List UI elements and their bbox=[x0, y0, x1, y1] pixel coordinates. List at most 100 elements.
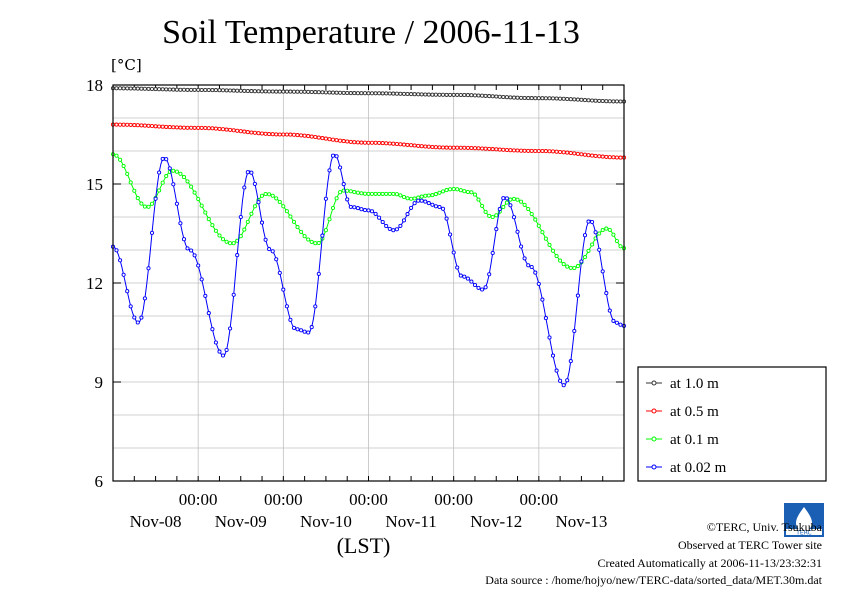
series-point bbox=[231, 128, 236, 133]
series-point bbox=[540, 148, 545, 154]
series-point bbox=[550, 353, 556, 358]
series-point bbox=[600, 269, 605, 274]
series-point bbox=[338, 90, 343, 95]
series-point bbox=[519, 148, 524, 153]
series-point bbox=[224, 127, 229, 132]
series-point bbox=[171, 182, 176, 187]
series-point bbox=[405, 196, 410, 201]
series-point bbox=[348, 91, 353, 96]
series-point bbox=[377, 140, 382, 145]
series-point bbox=[242, 88, 247, 93]
series-point bbox=[426, 144, 431, 149]
series-point bbox=[614, 238, 619, 244]
series-point bbox=[550, 248, 556, 253]
series-point bbox=[483, 209, 488, 214]
y-axis-unit-label: [°C] bbox=[111, 56, 142, 74]
series-point bbox=[369, 191, 375, 196]
series-point bbox=[302, 329, 307, 334]
series-point bbox=[157, 124, 162, 129]
legend-marker bbox=[651, 408, 657, 414]
series-point bbox=[309, 239, 314, 244]
series-point bbox=[355, 91, 360, 96]
series-point bbox=[171, 125, 176, 130]
series-point bbox=[189, 125, 194, 130]
series-point bbox=[153, 196, 158, 201]
series-point bbox=[291, 219, 297, 224]
series-point bbox=[118, 258, 123, 263]
source-text: Data source : /home/hojyo/new/TERC-data/… bbox=[485, 573, 822, 587]
series-point bbox=[132, 315, 137, 320]
series-point bbox=[291, 89, 297, 94]
series-point bbox=[444, 216, 449, 221]
series-point bbox=[348, 204, 353, 209]
series-point bbox=[316, 271, 321, 276]
series-point bbox=[267, 247, 272, 252]
series-point bbox=[533, 96, 538, 101]
series-point bbox=[490, 214, 495, 220]
series-point bbox=[515, 95, 520, 100]
series-point bbox=[309, 134, 314, 139]
series-point bbox=[206, 126, 211, 131]
series-point bbox=[508, 95, 513, 100]
series-point bbox=[433, 92, 438, 97]
y-tick-label: 12 bbox=[86, 274, 103, 293]
series-point bbox=[149, 123, 155, 129]
series-point bbox=[565, 378, 570, 383]
series-point bbox=[440, 145, 446, 150]
series-point bbox=[462, 274, 467, 279]
series-point bbox=[593, 153, 598, 158]
series-point bbox=[458, 92, 463, 98]
series-point bbox=[114, 153, 119, 158]
series-point bbox=[362, 191, 368, 196]
series-point bbox=[153, 87, 158, 92]
series-point bbox=[373, 91, 378, 96]
series-point bbox=[309, 325, 314, 330]
series-point bbox=[192, 87, 197, 92]
series-point bbox=[277, 270, 282, 275]
series-point bbox=[281, 287, 286, 292]
series-point bbox=[203, 125, 208, 131]
x-time-label: 00:00 bbox=[179, 490, 218, 509]
series-point bbox=[391, 91, 396, 96]
series-point bbox=[455, 187, 460, 192]
series-point bbox=[362, 208, 368, 213]
series-point bbox=[377, 91, 382, 96]
series-point bbox=[270, 193, 275, 198]
series-point bbox=[611, 232, 616, 237]
series-point bbox=[480, 146, 485, 151]
series-point bbox=[217, 349, 222, 354]
series-point bbox=[575, 97, 580, 102]
series-point bbox=[288, 89, 293, 94]
series-point bbox=[398, 142, 403, 147]
series-point bbox=[302, 89, 307, 94]
series-point bbox=[164, 124, 169, 129]
series-point bbox=[377, 191, 382, 196]
series-point bbox=[412, 201, 417, 206]
series-point bbox=[270, 249, 275, 254]
series-point bbox=[256, 200, 261, 205]
x-day-label: Nov-13 bbox=[555, 512, 607, 531]
series-point bbox=[504, 147, 509, 153]
series-point bbox=[547, 242, 552, 247]
series-point bbox=[135, 196, 140, 201]
series-point bbox=[540, 230, 545, 235]
series-point bbox=[593, 230, 598, 235]
series-point bbox=[160, 180, 165, 185]
series-point bbox=[142, 86, 147, 91]
series-point bbox=[547, 335, 552, 340]
series-point bbox=[320, 90, 325, 95]
series-point bbox=[618, 155, 623, 160]
series-point bbox=[323, 228, 328, 233]
series-point bbox=[242, 129, 247, 134]
series-point bbox=[114, 122, 119, 127]
series-point bbox=[196, 125, 201, 130]
series-point bbox=[178, 221, 183, 226]
series-point bbox=[181, 125, 187, 130]
series-point bbox=[178, 125, 183, 130]
series-point bbox=[451, 186, 456, 192]
series-point bbox=[206, 217, 211, 222]
series-point bbox=[469, 145, 474, 151]
series-point bbox=[249, 211, 254, 216]
series-point bbox=[511, 215, 517, 220]
series-point bbox=[192, 190, 197, 195]
